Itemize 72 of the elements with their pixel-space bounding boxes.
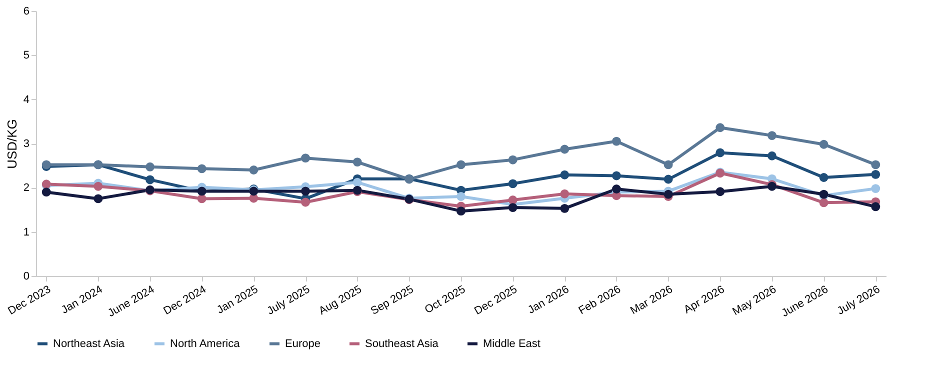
point bbox=[664, 160, 673, 170]
point bbox=[871, 170, 880, 179]
point bbox=[768, 131, 776, 140]
point bbox=[197, 164, 206, 174]
point bbox=[249, 166, 258, 174]
point bbox=[871, 160, 880, 170]
point bbox=[456, 206, 466, 216]
point bbox=[42, 188, 51, 197]
y-tick-label: 0 bbox=[23, 270, 30, 282]
point bbox=[146, 162, 154, 172]
point bbox=[560, 144, 570, 154]
point bbox=[560, 170, 570, 180]
x-tick-label: July 2025 bbox=[265, 284, 312, 318]
point bbox=[456, 192, 466, 201]
x-tick-label: May 2026 bbox=[730, 284, 778, 318]
point bbox=[612, 171, 621, 180]
y-tick-label: 3 bbox=[23, 138, 30, 150]
legend-label: North America bbox=[170, 338, 241, 350]
x-tick-label: Dec 2024 bbox=[162, 284, 208, 318]
point bbox=[301, 198, 310, 207]
point bbox=[664, 174, 673, 184]
x-tick-label: June 2026 bbox=[780, 284, 830, 320]
point bbox=[819, 140, 828, 149]
x-tick-label: Aug 2025 bbox=[317, 284, 364, 318]
x-tick-label: Jan 2025 bbox=[214, 284, 260, 317]
legend-label: Northeast Asia bbox=[53, 338, 126, 350]
point bbox=[612, 136, 621, 146]
x-tick-label: June 2024 bbox=[106, 284, 157, 320]
legend-label: Europe bbox=[285, 338, 320, 350]
point bbox=[612, 184, 621, 194]
point bbox=[560, 189, 570, 198]
point bbox=[146, 175, 154, 184]
point bbox=[871, 184, 880, 194]
x-tick-label: Dec 2025 bbox=[472, 284, 520, 318]
legend-label: Southeast Asia bbox=[365, 338, 440, 350]
point bbox=[508, 155, 518, 164]
point bbox=[508, 196, 518, 204]
x-tick-label: July 2026 bbox=[835, 284, 882, 318]
x-tick-label: Dec 2023 bbox=[6, 284, 53, 318]
point bbox=[768, 151, 776, 160]
point bbox=[871, 202, 880, 212]
y-tick-label: 1 bbox=[23, 226, 30, 238]
x-tick-label: Oct 2025 bbox=[422, 284, 468, 316]
y-tick-label: 5 bbox=[23, 50, 30, 62]
point bbox=[301, 154, 310, 163]
point bbox=[197, 194, 206, 204]
y-axis-title: USD/KG bbox=[4, 119, 20, 169]
point bbox=[716, 123, 725, 132]
point bbox=[352, 178, 362, 187]
y-tick-label: 6 bbox=[23, 6, 30, 18]
point bbox=[560, 204, 570, 213]
point bbox=[508, 179, 518, 188]
point bbox=[94, 182, 103, 191]
x-tick-label: Jan 2026 bbox=[526, 284, 572, 317]
point bbox=[819, 173, 828, 182]
point bbox=[94, 194, 103, 204]
point bbox=[456, 160, 466, 170]
point bbox=[819, 198, 828, 208]
point bbox=[508, 203, 518, 212]
point bbox=[352, 158, 362, 167]
point bbox=[716, 148, 725, 158]
x-tick-label: Apr 2026 bbox=[682, 284, 727, 316]
point bbox=[301, 186, 310, 196]
point bbox=[664, 190, 673, 199]
x-tick-label: Feb 2026 bbox=[576, 284, 623, 318]
x-tick-label: Mar 2026 bbox=[628, 284, 675, 318]
legend-label: Middle East bbox=[483, 338, 540, 350]
y-tick-label: 2 bbox=[23, 182, 30, 194]
y-tick-label: 4 bbox=[23, 94, 30, 106]
x-tick-label: Sep 2025 bbox=[368, 284, 416, 318]
x-tick-label: Jan 2024 bbox=[59, 284, 105, 317]
point bbox=[716, 187, 725, 196]
